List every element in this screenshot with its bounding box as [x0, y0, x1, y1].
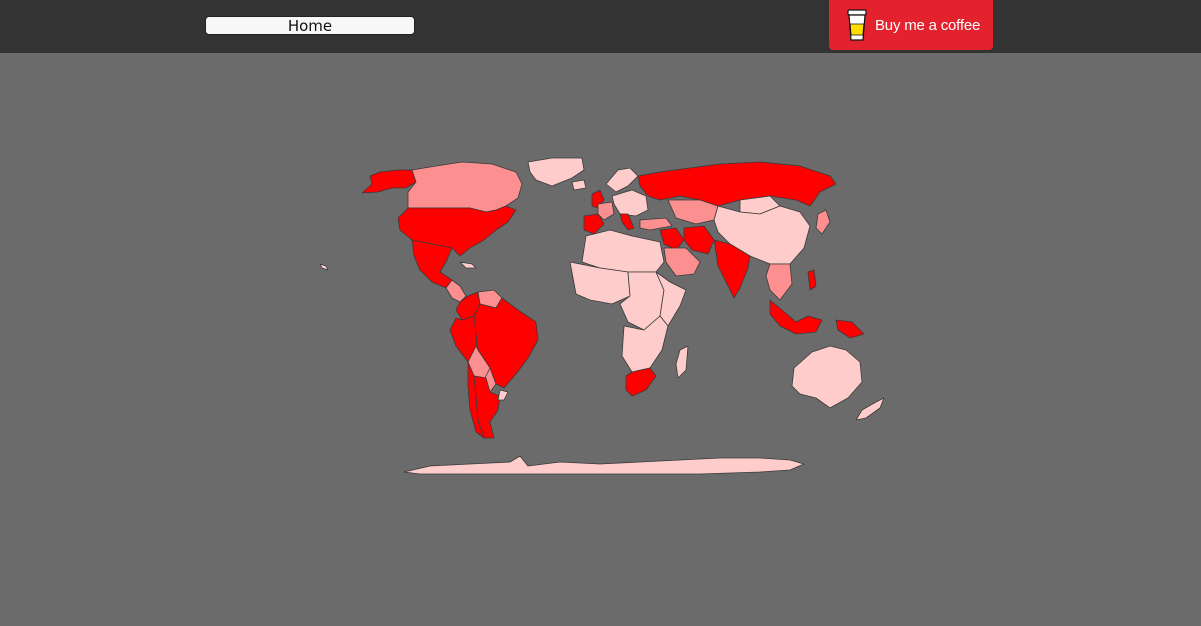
country-china[interactable] — [713, 205, 811, 265]
home-button[interactable]: Home — [205, 16, 415, 35]
coffee-button-label: Buy me a coffee — [875, 16, 981, 34]
country-france[interactable] — [597, 201, 615, 221]
country-canada[interactable] — [407, 161, 523, 213]
country-east-africa[interactable] — [655, 271, 687, 327]
country-central-europe[interactable] — [611, 189, 649, 217]
country-southern-africa[interactable] — [621, 315, 669, 373]
country-argentina[interactable] — [473, 375, 501, 439]
country-west-africa[interactable] — [569, 261, 631, 305]
country-new-zealand[interactable] — [855, 397, 885, 421]
country-japan[interactable] — [815, 209, 831, 235]
country-philippines[interactable] — [807, 269, 817, 291]
world-map-svg — [319, 157, 885, 475]
coffee-cup-icon — [847, 9, 867, 41]
country-india[interactable] — [713, 239, 751, 299]
country-central-america[interactable] — [445, 279, 467, 303]
country-iran[interactable] — [683, 225, 715, 255]
buy-me-a-coffee-button[interactable]: Buy me a coffee — [829, 0, 993, 50]
country-iberia[interactable] — [583, 213, 605, 235]
country-uruguay[interactable] — [497, 389, 509, 401]
country-russia[interactable] — [637, 161, 837, 207]
country-australia[interactable] — [791, 345, 863, 409]
country-caribbean[interactable] — [459, 261, 477, 269]
country-iceland[interactable] — [571, 179, 587, 191]
country-middle-east[interactable] — [659, 227, 685, 251]
country-southeast-asia[interactable] — [765, 263, 793, 301]
country-alaska[interactable] — [361, 169, 417, 194]
country-usa[interactable] — [397, 205, 517, 257]
country-hawaii[interactable] — [319, 263, 329, 271]
country-saudi-arabia[interactable] — [663, 247, 701, 277]
country-south-africa[interactable] — [625, 367, 657, 397]
country-north-africa[interactable] — [581, 229, 665, 273]
country-italy[interactable] — [619, 213, 635, 231]
country-madagascar[interactable] — [675, 345, 689, 379]
country-kazakhstan[interactable] — [667, 199, 719, 225]
country-greenland[interactable] — [527, 157, 585, 187]
country-scandinavia[interactable] — [605, 167, 639, 193]
country-mexico[interactable] — [411, 239, 453, 289]
country-turkey[interactable] — [639, 217, 673, 231]
country-antarctica[interactable] — [403, 455, 805, 475]
country-papua-new-guinea[interactable] — [835, 319, 865, 339]
country-indonesia[interactable] — [769, 299, 823, 335]
top-navigation-bar: Home Buy me a coffee — [0, 0, 1201, 53]
world-map — [0, 53, 1201, 626]
